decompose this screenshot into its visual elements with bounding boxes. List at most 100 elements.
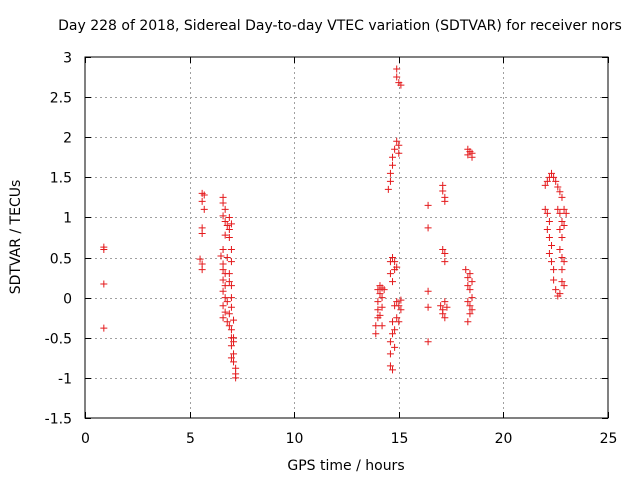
data-point bbox=[441, 258, 449, 266]
data-point bbox=[225, 225, 233, 233]
data-point bbox=[558, 254, 566, 262]
data-point bbox=[230, 350, 238, 358]
data-point bbox=[554, 183, 562, 191]
data-point bbox=[393, 314, 401, 322]
data-point bbox=[100, 280, 108, 288]
data-point bbox=[558, 278, 566, 286]
data-point bbox=[424, 338, 432, 346]
data-point bbox=[462, 266, 470, 274]
data-point bbox=[200, 191, 208, 199]
data-point bbox=[441, 298, 449, 306]
data-point bbox=[545, 250, 553, 258]
y-tick-label: 2.5 bbox=[50, 91, 72, 107]
data-point bbox=[389, 330, 397, 338]
data-point bbox=[558, 266, 566, 274]
y-axis-label: SDTVAR / TECUs bbox=[8, 180, 24, 295]
data-point bbox=[439, 310, 447, 318]
data-point bbox=[541, 205, 549, 213]
data-point bbox=[395, 318, 403, 326]
data-point bbox=[100, 324, 108, 332]
data-point bbox=[556, 225, 564, 233]
data-point bbox=[393, 298, 401, 306]
data-point bbox=[221, 217, 229, 225]
data-point bbox=[380, 286, 388, 294]
data-point bbox=[443, 303, 451, 311]
data-point bbox=[393, 65, 401, 73]
data-point bbox=[464, 274, 472, 282]
data-point bbox=[395, 141, 403, 149]
x-tick-label: 0 bbox=[81, 431, 90, 447]
data-point bbox=[391, 258, 399, 266]
data-point bbox=[374, 286, 382, 294]
y-tick-label: 1 bbox=[63, 211, 72, 227]
data-point bbox=[464, 318, 472, 326]
data-point bbox=[560, 221, 568, 229]
data-point bbox=[378, 294, 386, 302]
data-point bbox=[230, 316, 238, 324]
data-point bbox=[543, 225, 551, 233]
data-point bbox=[550, 276, 558, 284]
data-point bbox=[219, 199, 227, 207]
data-point bbox=[441, 314, 449, 322]
data-point bbox=[468, 153, 476, 161]
x-tick-label: 25 bbox=[600, 431, 618, 447]
data-point bbox=[378, 322, 386, 330]
data-points bbox=[100, 65, 570, 382]
y-tick-label: 0.5 bbox=[50, 252, 72, 268]
data-point bbox=[386, 177, 394, 185]
data-point bbox=[468, 306, 476, 314]
data-point bbox=[374, 298, 382, 306]
x-tick-label: 20 bbox=[495, 431, 513, 447]
data-point bbox=[389, 153, 397, 161]
data-point bbox=[545, 234, 553, 241]
data-point bbox=[464, 282, 472, 290]
data-point bbox=[437, 302, 445, 310]
data-point bbox=[221, 231, 229, 239]
data-point bbox=[424, 224, 432, 232]
data-point bbox=[100, 246, 108, 254]
y-tick-label: 3 bbox=[63, 51, 72, 67]
data-point bbox=[552, 286, 560, 294]
data-point bbox=[466, 302, 474, 310]
data-point bbox=[386, 350, 394, 358]
data-point bbox=[560, 258, 568, 266]
data-point bbox=[225, 310, 233, 318]
data-point bbox=[439, 187, 447, 195]
y-tick-label: -0.5 bbox=[45, 332, 72, 348]
data-point bbox=[560, 205, 568, 213]
data-point bbox=[389, 254, 397, 262]
data-point bbox=[395, 149, 403, 157]
data-point bbox=[219, 212, 227, 220]
data-point bbox=[562, 209, 570, 217]
data-point bbox=[545, 217, 553, 225]
grid bbox=[85, 57, 608, 418]
data-point bbox=[225, 234, 233, 241]
data-point bbox=[424, 201, 432, 209]
data-point bbox=[376, 311, 384, 319]
data-point bbox=[558, 217, 566, 225]
data-point bbox=[227, 342, 235, 350]
y-tick-label: -1.5 bbox=[45, 412, 72, 428]
data-point bbox=[552, 177, 560, 185]
data-point bbox=[372, 330, 380, 338]
data-point bbox=[376, 290, 384, 298]
data-point bbox=[397, 306, 405, 314]
data-point bbox=[198, 229, 206, 237]
data-point bbox=[232, 374, 240, 382]
data-point bbox=[424, 303, 432, 311]
data-point bbox=[391, 145, 399, 153]
data-point bbox=[556, 246, 564, 254]
data-point bbox=[391, 326, 399, 334]
data-point bbox=[389, 278, 397, 286]
data-point bbox=[378, 303, 386, 311]
data-point bbox=[219, 266, 227, 274]
data-point bbox=[397, 81, 405, 89]
data-point bbox=[391, 343, 399, 351]
data-point bbox=[548, 242, 556, 250]
data-point bbox=[389, 366, 397, 374]
data-point bbox=[386, 169, 394, 177]
data-point bbox=[395, 302, 403, 310]
data-point bbox=[468, 278, 476, 286]
data-point bbox=[372, 322, 380, 330]
